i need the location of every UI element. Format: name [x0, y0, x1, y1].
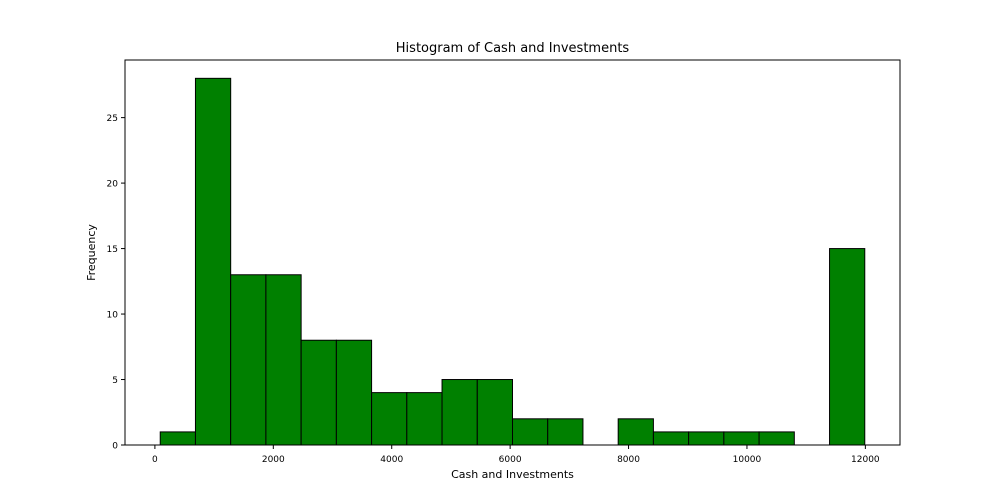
histogram-bar [230, 274, 267, 446]
x-tick-label: 0 [152, 455, 158, 465]
histogram-bar [300, 339, 337, 446]
histogram-bar [547, 418, 584, 446]
histogram-bar [758, 431, 795, 446]
histogram-bar [512, 418, 549, 446]
y-tick-label: 5 [112, 376, 118, 386]
histogram-bar [335, 339, 373, 446]
plot-frame [124, 59, 901, 446]
histogram-bar [723, 431, 760, 446]
x-axis-label: Cash and Investments [451, 468, 574, 481]
x-axis: 0 2000 4000 6000 8000 10000 12000 [152, 445, 880, 465]
histogram-bar [371, 392, 408, 446]
x-tick-label: 6000 [499, 455, 522, 465]
histogram-bar [688, 431, 725, 446]
y-tick-label: 15 [107, 245, 118, 255]
y-tick-label: 10 [107, 311, 119, 321]
x-tick-label: 2000 [262, 455, 285, 465]
histogram-bar [406, 392, 443, 446]
y-tick-label: 0 [112, 442, 118, 452]
bars-group [159, 77, 866, 446]
y-tick-label: 20 [107, 180, 119, 190]
chart-title: Histogram of Cash and Investments [396, 41, 630, 56]
x-tick-label: 12000 [851, 455, 880, 465]
histogram-bar [829, 248, 866, 446]
histogram-bar [194, 77, 232, 446]
y-tick-label: 25 [107, 114, 118, 124]
histogram-bar [265, 274, 302, 446]
x-tick-label: 10000 [733, 455, 762, 465]
y-axis-label: Frequency [85, 224, 98, 281]
y-axis: 0 5 10 15 20 25 [107, 114, 125, 452]
histogram-bar [441, 379, 478, 446]
x-tick-label: 4000 [380, 455, 403, 465]
histogram-bar [159, 431, 196, 446]
x-tick-label: 8000 [617, 455, 640, 465]
histogram-bar [476, 379, 514, 446]
histogram-bar [652, 431, 690, 446]
histogram-bar [617, 418, 654, 446]
